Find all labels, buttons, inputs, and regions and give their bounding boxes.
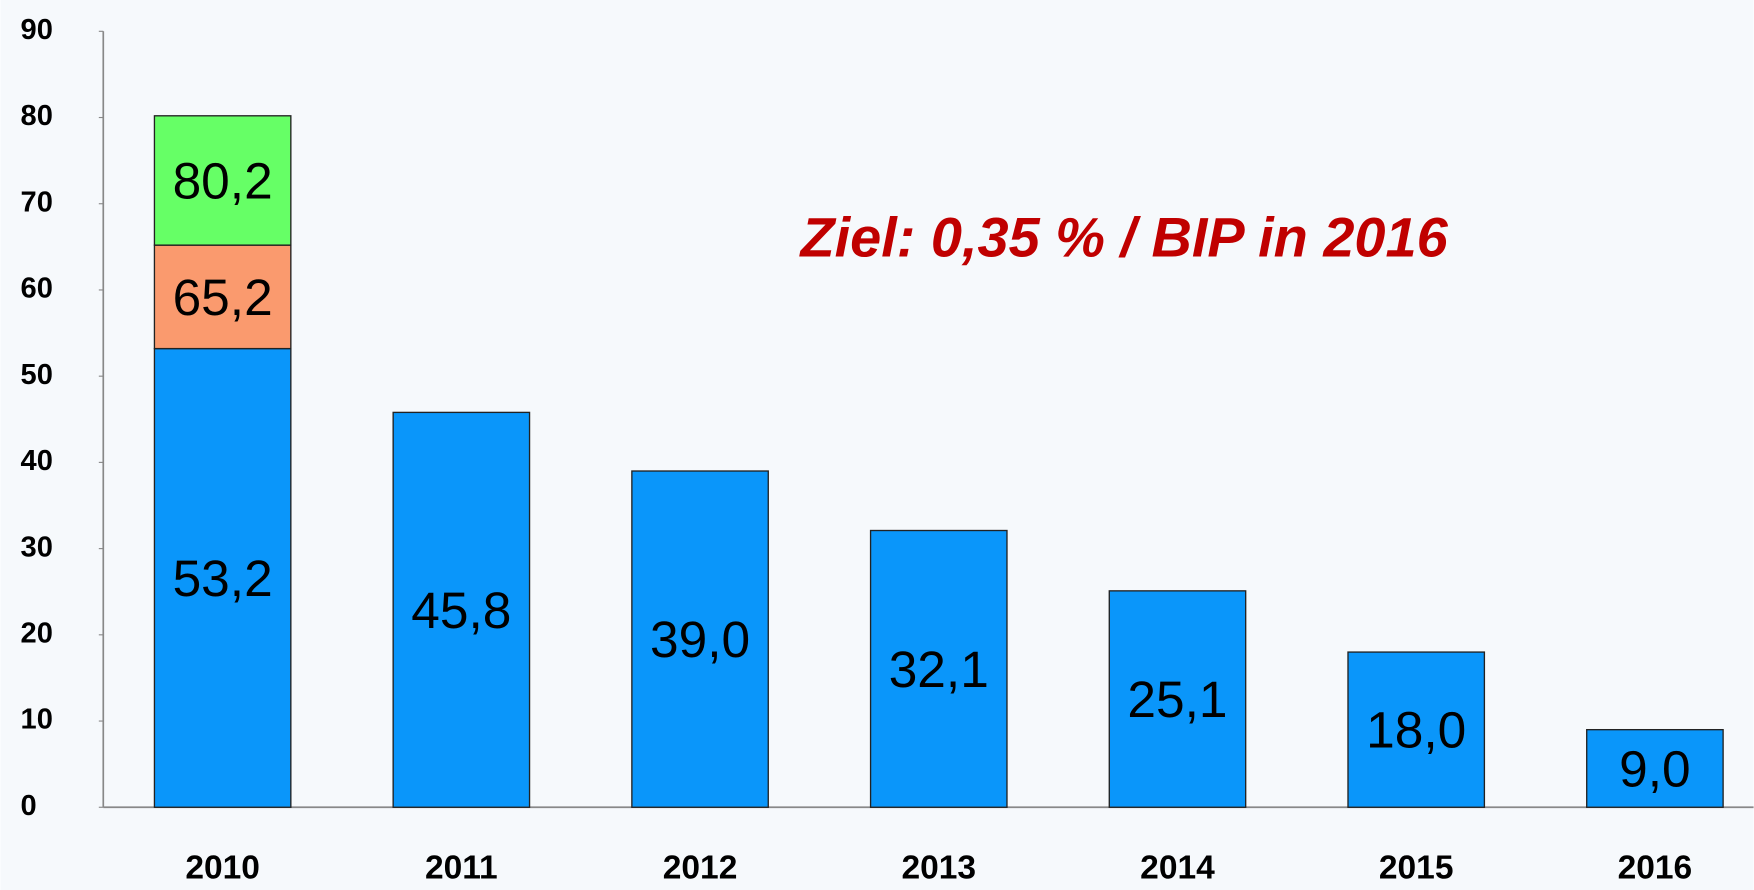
y-tick-label: 70 bbox=[21, 186, 53, 218]
x-tick-label: 2014 bbox=[1140, 850, 1215, 887]
value-label: 25,1 bbox=[1127, 670, 1227, 728]
stack-label: 80,2 bbox=[173, 152, 273, 210]
y-tick-label: 50 bbox=[21, 359, 53, 391]
y-tick-label: 40 bbox=[21, 445, 53, 477]
stack-label: 65,2 bbox=[173, 268, 273, 326]
value-label: 53,2 bbox=[173, 549, 273, 607]
y-tick-label: 30 bbox=[21, 531, 53, 563]
y-tick-label: 80 bbox=[21, 100, 53, 132]
x-tick-label: 2013 bbox=[901, 850, 976, 887]
value-label: 18,0 bbox=[1366, 701, 1466, 759]
page: Ziel: 0,35 % / BIP in 2016 0 10 20 30 40 50 60… bbox=[0, 0, 1754, 890]
y-tick-label: 60 bbox=[21, 273, 53, 305]
value-label: 9,0 bbox=[1619, 740, 1690, 798]
x-tick-label: 2015 bbox=[1379, 850, 1454, 887]
value-label: 39,0 bbox=[650, 610, 750, 668]
value-label: 32,1 bbox=[889, 640, 989, 698]
x-tick-label: 2016 bbox=[1618, 850, 1693, 887]
y-tick-label: 10 bbox=[21, 704, 53, 736]
x-tick-label: 2011 bbox=[425, 850, 498, 887]
value-label: 45,8 bbox=[411, 581, 511, 639]
x-tick-label: 2012 bbox=[663, 850, 738, 887]
x-tick-label: 2010 bbox=[185, 850, 260, 887]
y-tick-label: 20 bbox=[21, 617, 53, 649]
annotation: Ziel: 0,35 % / BIP in 2016 bbox=[799, 205, 1449, 268]
y-tick-label: 90 bbox=[21, 14, 53, 46]
y-tick-label: 0 bbox=[21, 790, 37, 822]
chart: Ziel: 0,35 % / BIP in 2016 0 10 20 30 40 50 60… bbox=[0, 0, 1754, 890]
